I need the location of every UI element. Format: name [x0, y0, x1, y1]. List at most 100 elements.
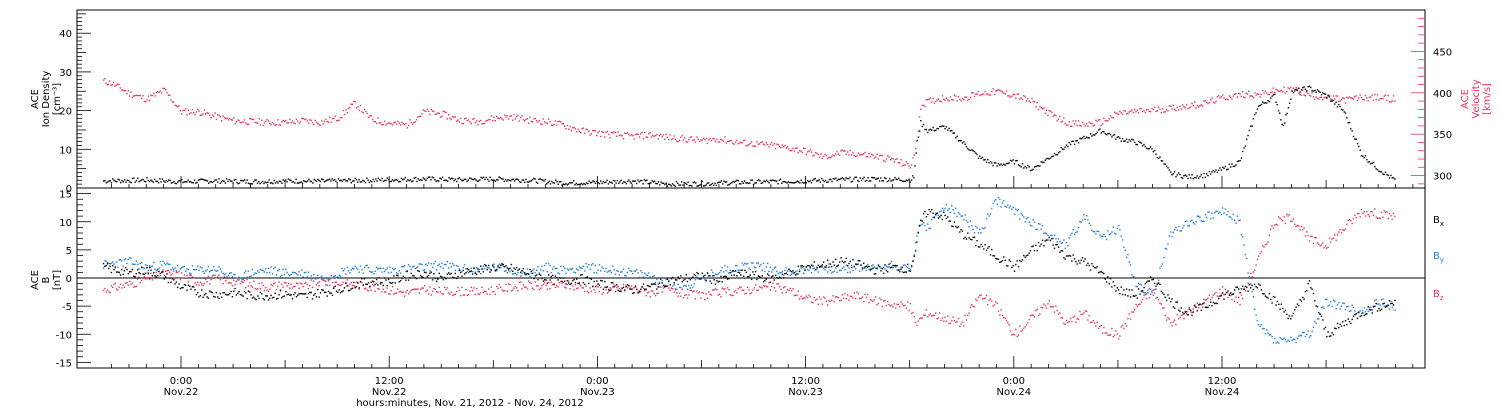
data-point — [431, 294, 432, 295]
data-point — [1277, 224, 1278, 225]
data-point — [990, 298, 991, 299]
data-point — [448, 267, 449, 268]
data-point — [1235, 297, 1236, 298]
data-point — [491, 115, 492, 116]
data-point — [822, 158, 823, 159]
data-point — [545, 179, 546, 180]
data-point — [182, 182, 183, 183]
data-point — [608, 134, 609, 135]
data-point — [229, 293, 230, 294]
data-point — [333, 180, 334, 181]
data-point — [213, 116, 214, 117]
data-point — [997, 303, 998, 304]
data-point — [1193, 308, 1194, 309]
data-point — [1307, 235, 1308, 236]
data-point — [569, 284, 570, 285]
data-point — [270, 284, 271, 285]
data-point — [722, 183, 723, 184]
data-point — [474, 178, 475, 179]
data-point — [795, 295, 796, 296]
data-point — [931, 315, 932, 316]
data-point — [547, 182, 548, 183]
data-point — [580, 285, 581, 286]
data-point — [1155, 288, 1156, 289]
data-point — [552, 182, 553, 183]
data-point — [561, 281, 562, 282]
data-point — [377, 288, 378, 289]
data-point — [298, 293, 299, 294]
data-point — [575, 284, 576, 285]
data-point — [333, 288, 334, 289]
data-point — [428, 275, 429, 276]
data-point — [1013, 265, 1014, 266]
data-point — [779, 276, 780, 277]
data-point — [641, 286, 642, 287]
data-point — [720, 139, 721, 140]
data-point — [570, 182, 571, 183]
data-point — [605, 268, 606, 269]
data-point — [233, 291, 234, 292]
data-point — [652, 135, 653, 136]
data-point — [1214, 303, 1215, 304]
data-point — [1003, 200, 1004, 201]
data-point — [592, 130, 593, 131]
data-point — [955, 208, 956, 209]
data-point — [707, 183, 708, 184]
data-point — [682, 289, 683, 290]
data-point — [276, 289, 277, 290]
data-point — [603, 181, 604, 182]
data-point — [491, 286, 492, 287]
data-point — [1207, 175, 1208, 176]
data-point — [513, 114, 514, 115]
data-point — [220, 183, 221, 184]
data-point — [565, 283, 566, 284]
data-point — [1137, 286, 1138, 287]
data-point — [393, 180, 394, 181]
data-point — [962, 322, 963, 323]
data-point — [1127, 318, 1128, 319]
data-point — [244, 272, 245, 273]
data-point — [1015, 160, 1016, 161]
data-point — [274, 293, 275, 294]
data-point — [106, 182, 107, 183]
data-point — [410, 179, 411, 180]
data-point — [218, 298, 219, 299]
data-point — [1291, 221, 1292, 222]
data-point — [1054, 235, 1055, 236]
data-point — [343, 110, 344, 111]
data-point — [1299, 94, 1300, 95]
data-point — [974, 306, 975, 307]
data-point — [214, 296, 215, 297]
data-point — [372, 271, 373, 272]
data-point — [234, 284, 235, 285]
data-point — [872, 264, 873, 265]
data-point — [529, 269, 530, 270]
data-point — [730, 272, 731, 273]
data-point — [363, 112, 364, 113]
data-point — [515, 118, 516, 119]
data-point — [347, 180, 348, 181]
data-point — [963, 325, 964, 326]
data-point — [604, 271, 605, 272]
data-point — [879, 155, 880, 156]
data-point — [1290, 318, 1291, 319]
data-point — [1353, 307, 1354, 308]
data-point — [802, 267, 803, 268]
data-point — [1278, 91, 1279, 92]
data-point — [1097, 266, 1098, 267]
data-point — [958, 96, 959, 97]
data-point — [230, 119, 231, 120]
data-point — [372, 284, 373, 285]
data-point — [709, 185, 710, 186]
data-point — [1342, 109, 1343, 110]
data-point — [1013, 207, 1014, 208]
data-point — [790, 270, 791, 271]
data-point — [444, 277, 445, 278]
data-point — [591, 279, 592, 280]
data-point — [856, 177, 857, 178]
data-point — [210, 117, 211, 118]
data-point — [154, 275, 155, 276]
data-point — [1082, 137, 1083, 138]
data-point — [286, 181, 287, 182]
data-point — [1373, 100, 1374, 101]
